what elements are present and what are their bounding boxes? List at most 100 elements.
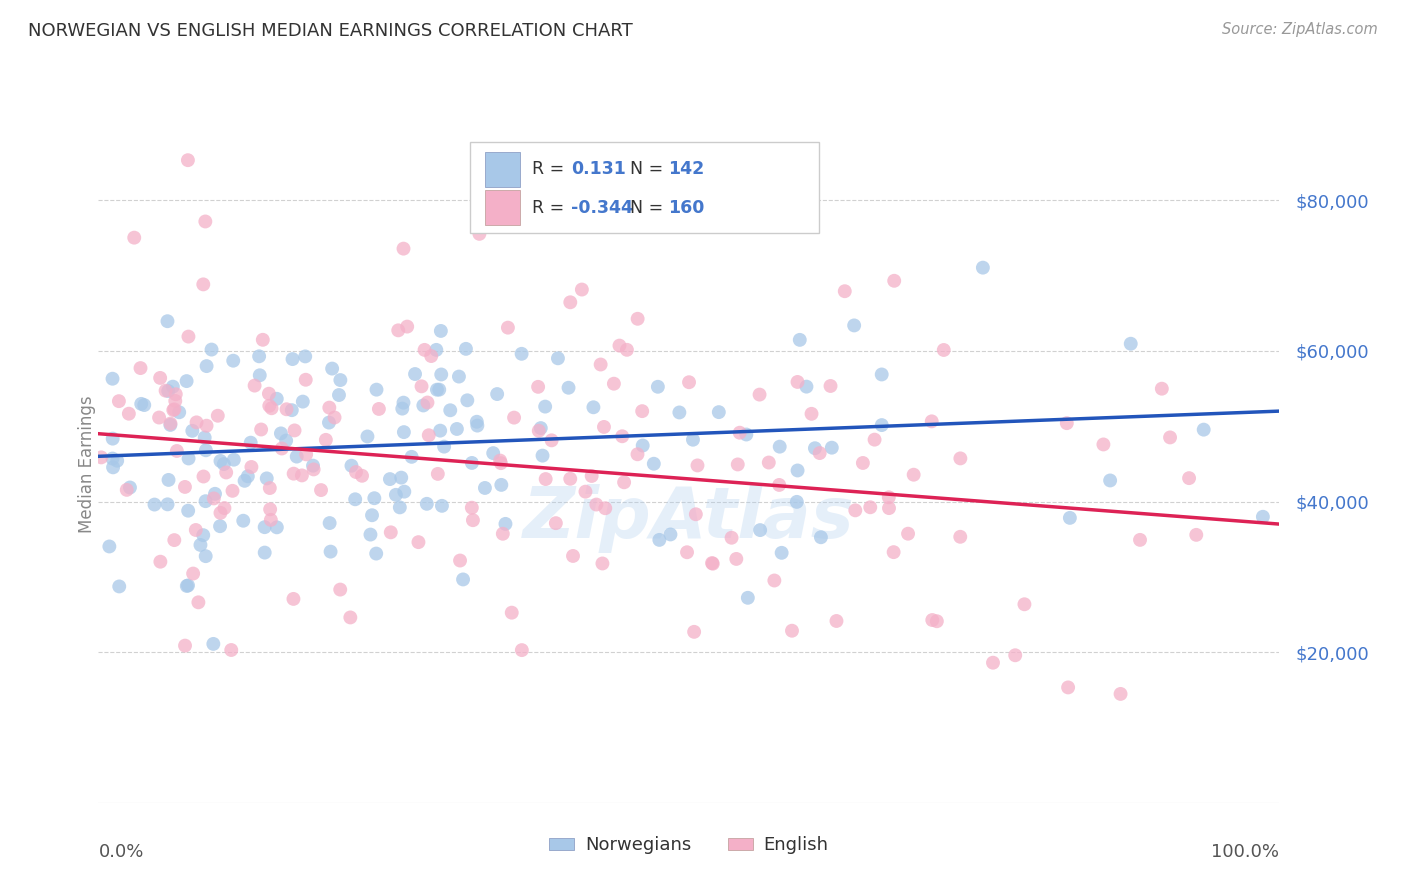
Point [101, 432, 124, 446]
Point [1185, 528, 1208, 542]
Point [825, 614, 848, 628]
Point [534, 400, 557, 414]
Point [194, 431, 217, 445]
Point [385, 488, 408, 502]
Point [1192, 423, 1215, 437]
Point [184, 523, 207, 537]
Point [591, 557, 613, 571]
Point [530, 421, 553, 435]
Point [396, 319, 419, 334]
Point [366, 383, 388, 397]
Point [391, 401, 413, 416]
Point [820, 379, 842, 393]
Point [557, 381, 579, 395]
Text: Source: ZipAtlas.com: Source: ZipAtlas.com [1222, 22, 1378, 37]
Point [1178, 471, 1201, 485]
Point [489, 453, 512, 467]
Point [686, 458, 709, 473]
Point [366, 547, 388, 561]
Point [378, 472, 401, 486]
Point [344, 492, 367, 507]
Point [804, 441, 827, 455]
Point [877, 501, 900, 516]
Point [748, 387, 770, 401]
Point [510, 347, 533, 361]
Point [737, 591, 759, 605]
Point [707, 405, 730, 419]
Point [430, 499, 453, 513]
Point [101, 372, 124, 386]
Point [283, 591, 305, 606]
Point [735, 427, 758, 442]
Point [544, 516, 567, 530]
Point [510, 643, 533, 657]
Point [294, 373, 316, 387]
Point [465, 415, 488, 429]
Point [233, 474, 256, 488]
Point [315, 433, 337, 447]
Point [318, 516, 340, 530]
Point [720, 531, 742, 545]
Point [221, 483, 243, 498]
Point [194, 214, 217, 228]
Point [329, 373, 352, 387]
Point [340, 458, 363, 473]
Point [613, 475, 636, 490]
Point [582, 401, 605, 415]
Point [562, 549, 585, 563]
Point [700, 556, 723, 570]
Point [177, 451, 200, 466]
Point [166, 444, 188, 458]
Point [416, 497, 439, 511]
Point [276, 402, 298, 417]
Point [834, 284, 856, 298]
Point [344, 465, 367, 479]
Point [195, 418, 218, 433]
Point [416, 395, 439, 409]
Point [1056, 416, 1078, 430]
Point [685, 508, 707, 522]
Point [165, 387, 187, 401]
Point [728, 425, 751, 440]
Point [194, 443, 217, 458]
Point [392, 425, 415, 439]
Point [1059, 511, 1081, 525]
Point [122, 230, 145, 244]
Point [359, 527, 381, 541]
Point [413, 343, 436, 357]
Point [329, 582, 352, 597]
Point [404, 367, 426, 381]
Text: 100.0%: 100.0% [1212, 844, 1279, 862]
Point [676, 545, 699, 559]
Point [356, 429, 378, 443]
Point [626, 447, 648, 461]
Point [468, 227, 491, 241]
Point [159, 417, 181, 432]
Point [134, 398, 156, 412]
Point [420, 349, 443, 363]
Text: R =: R = [531, 199, 569, 217]
Point [157, 473, 180, 487]
Point [643, 457, 665, 471]
Point [247, 349, 270, 363]
Point [155, 384, 177, 398]
Point [177, 329, 200, 343]
Point [763, 574, 786, 588]
Point [430, 368, 453, 382]
Point [574, 484, 596, 499]
Point [1251, 509, 1274, 524]
FancyBboxPatch shape [471, 142, 818, 234]
Point [949, 530, 972, 544]
Point [202, 491, 225, 506]
Point [925, 614, 948, 628]
Point [149, 371, 172, 385]
Point [560, 472, 582, 486]
Point [177, 504, 200, 518]
Point [616, 343, 638, 357]
Point [932, 343, 955, 357]
Point [389, 470, 412, 484]
Point [209, 454, 232, 468]
Point [581, 469, 603, 483]
Point [408, 535, 430, 549]
Point [603, 376, 626, 391]
